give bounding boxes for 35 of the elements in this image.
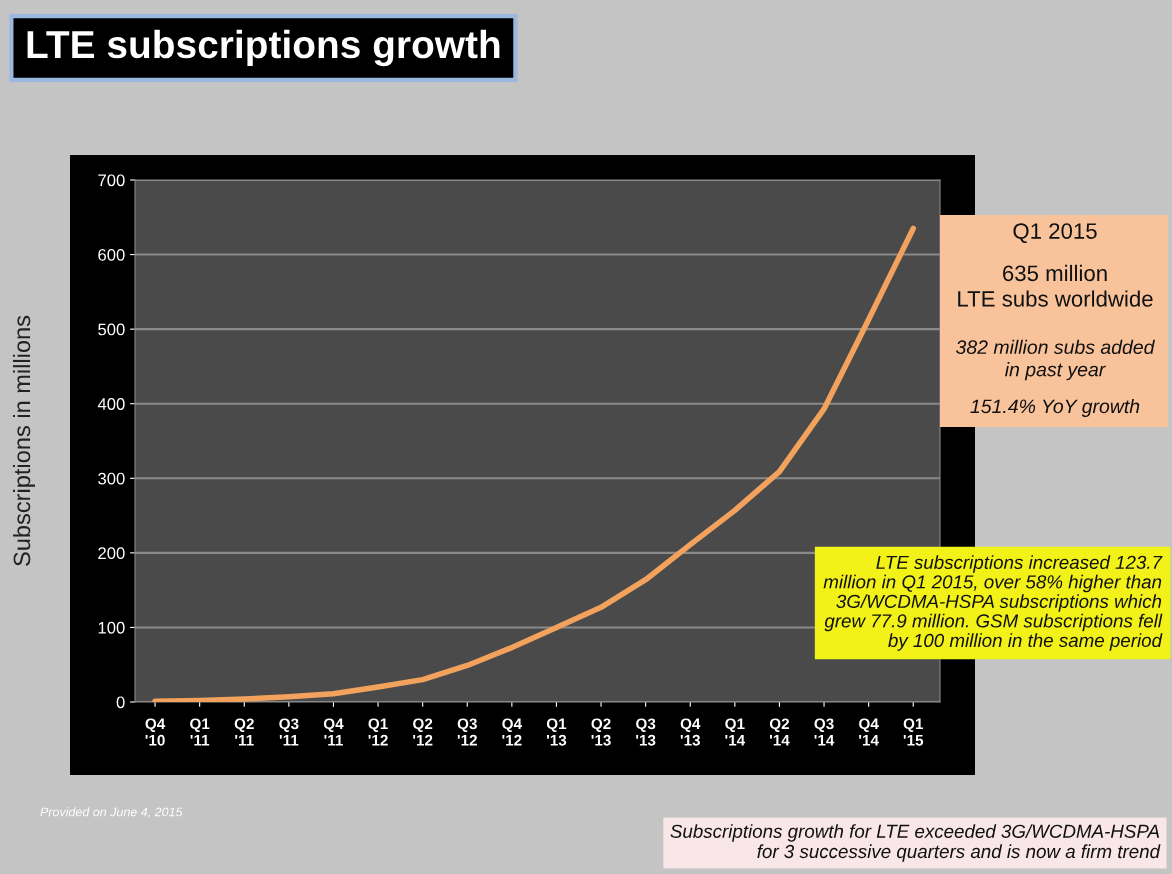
- y-tick-label: 300: [98, 472, 125, 485]
- text: Subscriptions growth for LTE exceeded 3G/WCDMA-HSPA for 3 successive quarters and is now a firm trend: [670, 824, 1161, 862]
- x-tick-label: Q2 '13: [591, 718, 611, 746]
- y-tick-label: 0: [116, 696, 125, 709]
- x-tick-label: Q3 '13: [636, 718, 656, 746]
- x-tick-label: Q3 '11: [279, 718, 299, 746]
- y-axis-title: Subscriptions in millions: [12, 315, 35, 566]
- x-tick-label: Q1 '12: [368, 718, 388, 746]
- annotation: LTE subscriptions increased 123.7 million in Q1 2015, over 58% higher than 3G/WCDMA-HSPA subscriptions which grew 77.9 million. GSM subscriptions fell by 100 million in the same period: [823, 555, 1163, 651]
- chart-title: LTE subscriptions growth: [27, 29, 500, 67]
- x-tick-label: Q4 '14: [859, 718, 879, 746]
- y-tick-label: 500: [98, 323, 125, 336]
- y-tick-label: 700: [98, 174, 125, 187]
- y-tick-label: 200: [98, 547, 125, 560]
- x-tick-label: Q1 '11: [190, 718, 210, 746]
- x-tick-label: Q2 '12: [413, 718, 433, 746]
- text: Q1 2015: [1013, 223, 1097, 243]
- x-tick-label: Q1 '13: [546, 718, 567, 746]
- x-tick-label: Q2 '14: [769, 718, 790, 746]
- x-tick-label: Q1 '14: [725, 718, 746, 746]
- text: 635 million LTE subs worldwide: [958, 264, 1153, 307]
- text: 382 million subs added in past year: [956, 339, 1155, 381]
- x-tick-label: Q4 '10: [145, 718, 166, 746]
- x-tick-label: Q1 '15: [903, 718, 924, 746]
- y-tick-label: 600: [98, 248, 125, 261]
- x-tick-label: Q3 '12: [457, 718, 477, 746]
- x-tick-label: Q4 '12: [502, 718, 522, 746]
- y-tick-label: 400: [97, 398, 125, 410]
- x-tick-label: Q2 '11: [234, 718, 254, 746]
- x-tick-label: Q3 '14: [814, 718, 835, 746]
- y-tick-label: 100: [98, 621, 125, 634]
- x-tick-label: Q4 '13: [680, 718, 701, 746]
- text: Provided on June 4, 2015: [40, 807, 183, 818]
- x-tick-label: Q4 '11: [323, 718, 344, 746]
- text: 151.4% YoY growth: [970, 398, 1140, 418]
